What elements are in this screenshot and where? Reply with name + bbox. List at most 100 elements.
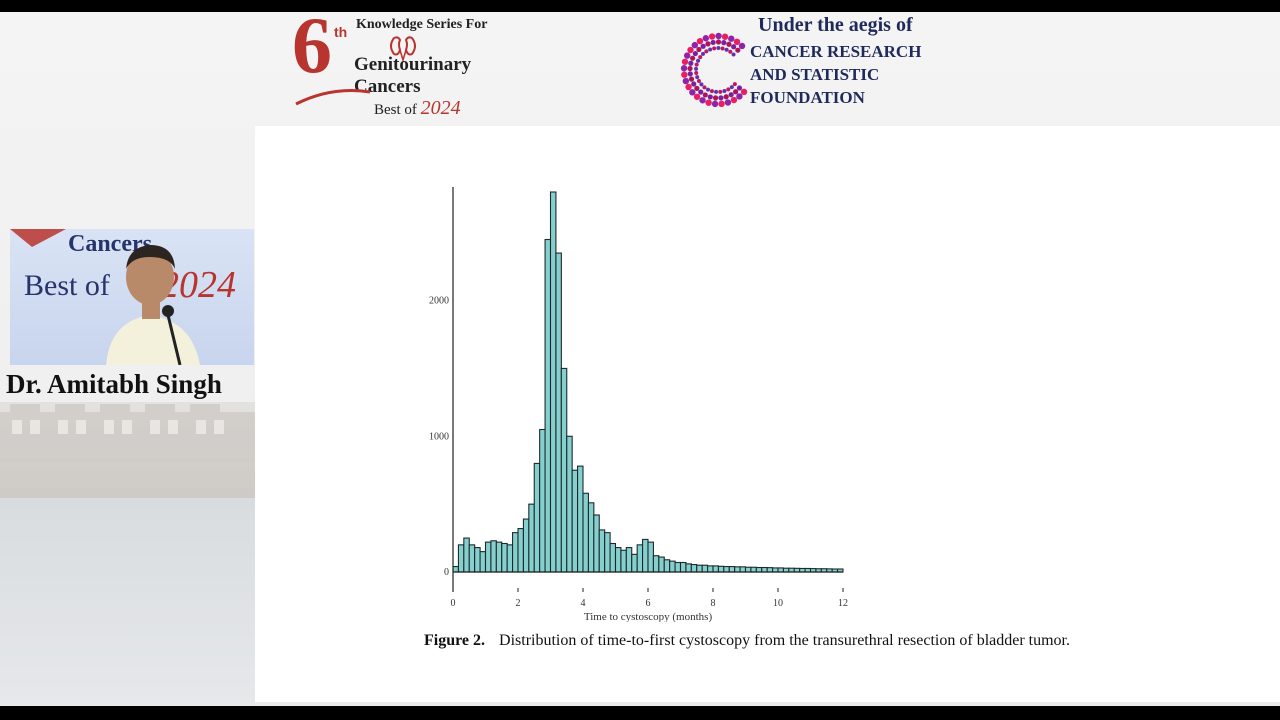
histogram-bar — [777, 567, 784, 573]
logo-cancers-text: Cancers — [354, 76, 421, 97]
logo-dot — [696, 46, 702, 53]
logo-dot — [702, 92, 708, 98]
aegis-title: Under the aegis of — [758, 14, 913, 36]
logo-dot — [714, 89, 719, 94]
histogram-bar — [501, 542, 508, 573]
x-tick-label: 8 — [711, 598, 716, 609]
histogram-bar — [468, 544, 476, 573]
logo-dot — [705, 41, 711, 47]
histogram-bar — [717, 565, 725, 573]
logo-dot — [695, 75, 700, 80]
histogram-bar — [544, 238, 552, 573]
logo-dot — [718, 89, 723, 94]
histogram-bar — [647, 541, 654, 573]
histogram-bar — [631, 553, 638, 573]
histogram-bar — [728, 566, 736, 573]
logo-dot — [718, 100, 725, 108]
water-backdrop — [0, 498, 255, 706]
logo-dot — [681, 71, 688, 78]
logo-superscript: th — [334, 24, 348, 40]
logo-dot — [687, 46, 694, 54]
histogram-bar — [582, 492, 589, 573]
histogram-bar — [533, 462, 541, 573]
logo-dot — [736, 93, 743, 100]
x-tick-label: 2 — [516, 598, 521, 609]
histogram-bar — [766, 567, 774, 573]
logo-best-of: Best of 2024 — [374, 97, 461, 120]
logo-dot — [683, 52, 691, 59]
histogram-bar — [479, 551, 487, 573]
y-tick-label: 1000 — [429, 431, 449, 442]
logo-dot — [712, 95, 719, 101]
logo-dot — [731, 52, 736, 57]
logo-dot — [708, 47, 713, 52]
logo-dot — [694, 66, 699, 71]
event-logo: 6 th Knowledge Series For Genitourinary … — [292, 12, 522, 119]
logo-dot — [709, 89, 714, 94]
logo-dot — [699, 97, 706, 104]
foundation-name-line3: FOUNDATION — [750, 88, 865, 107]
histogram-bar — [642, 538, 649, 573]
logo-dot — [681, 58, 689, 65]
histogram-bar — [506, 544, 514, 573]
histogram-bar — [463, 537, 470, 573]
logo-dot — [692, 50, 698, 57]
logo-swoosh — [295, 89, 371, 106]
logo-dot — [721, 40, 727, 46]
histogram-bar — [512, 532, 519, 573]
x-tick-label: 0 — [451, 598, 456, 609]
speaker-name: Dr. Amitabh Singh — [6, 369, 222, 399]
foundation-name-line2: AND STATISTIC — [750, 65, 880, 84]
foundation-name-line1: CANCER RESEARCH — [750, 42, 922, 61]
logo-dot — [724, 99, 732, 106]
logo-dot — [729, 85, 734, 90]
histogram-bar — [712, 565, 719, 573]
logo-dot — [705, 99, 712, 106]
histogram-bar — [690, 563, 698, 573]
logo-dot — [704, 49, 709, 54]
histogram-bar — [555, 252, 562, 573]
logo-dot — [733, 38, 741, 46]
logo-dot — [728, 35, 735, 42]
logo-series-text: Knowledge Series For — [356, 17, 488, 32]
logo-dot — [702, 35, 710, 42]
logo-dot — [740, 88, 748, 96]
logo-dot — [712, 46, 717, 51]
x-tick-label: 10 — [773, 598, 783, 609]
logo-dot — [698, 89, 704, 95]
histogram-bar — [739, 566, 747, 573]
histogram-bar — [772, 567, 779, 573]
speaker-column: Cancers Best of 2024 Dr. Amitabh Singh — [0, 12, 255, 706]
foundation-logo: Under the aegis of CANCER RESEARCH AND S… — [680, 14, 940, 114]
x-tick-label: 12 — [838, 598, 848, 609]
logo-dot — [731, 44, 737, 50]
logo-dot — [738, 42, 746, 50]
histogram-bar — [571, 469, 579, 573]
logo-dot — [694, 62, 699, 67]
logo-dot — [682, 77, 690, 85]
figure-caption-text: Distribution of time-to-first cystoscopy… — [499, 632, 1070, 649]
logo-dot — [687, 65, 693, 72]
histogram-bar — [755, 566, 763, 573]
speaker-video: Cancers Best of 2024 — [10, 229, 254, 365]
building-silhouette — [0, 404, 255, 498]
logo-number: 6 — [292, 12, 332, 90]
logo-dot — [716, 46, 721, 51]
logo-dot — [736, 85, 743, 91]
histogram-bar — [620, 549, 627, 573]
logo-dot — [691, 81, 697, 87]
y-tick-label: 2000 — [429, 296, 449, 307]
histogram-bar — [490, 540, 497, 573]
logo-dot — [723, 94, 729, 100]
histogram-bar — [696, 564, 703, 573]
logo-genitourinary-text: Genitourinary — [354, 54, 472, 75]
histogram-bar — [604, 532, 611, 573]
histogram-chart: 0 2 4 6 8 10 12 0 1000 2000 Time to cystoscopy (mo… — [429, 187, 848, 622]
logo-dot — [728, 49, 733, 54]
histogram-bar — [495, 541, 503, 573]
histogram-bar — [484, 541, 492, 573]
histogram-bar — [744, 566, 752, 573]
logo-dot — [702, 85, 707, 90]
logo-dot — [730, 96, 738, 104]
histogram-bar — [457, 544, 465, 573]
